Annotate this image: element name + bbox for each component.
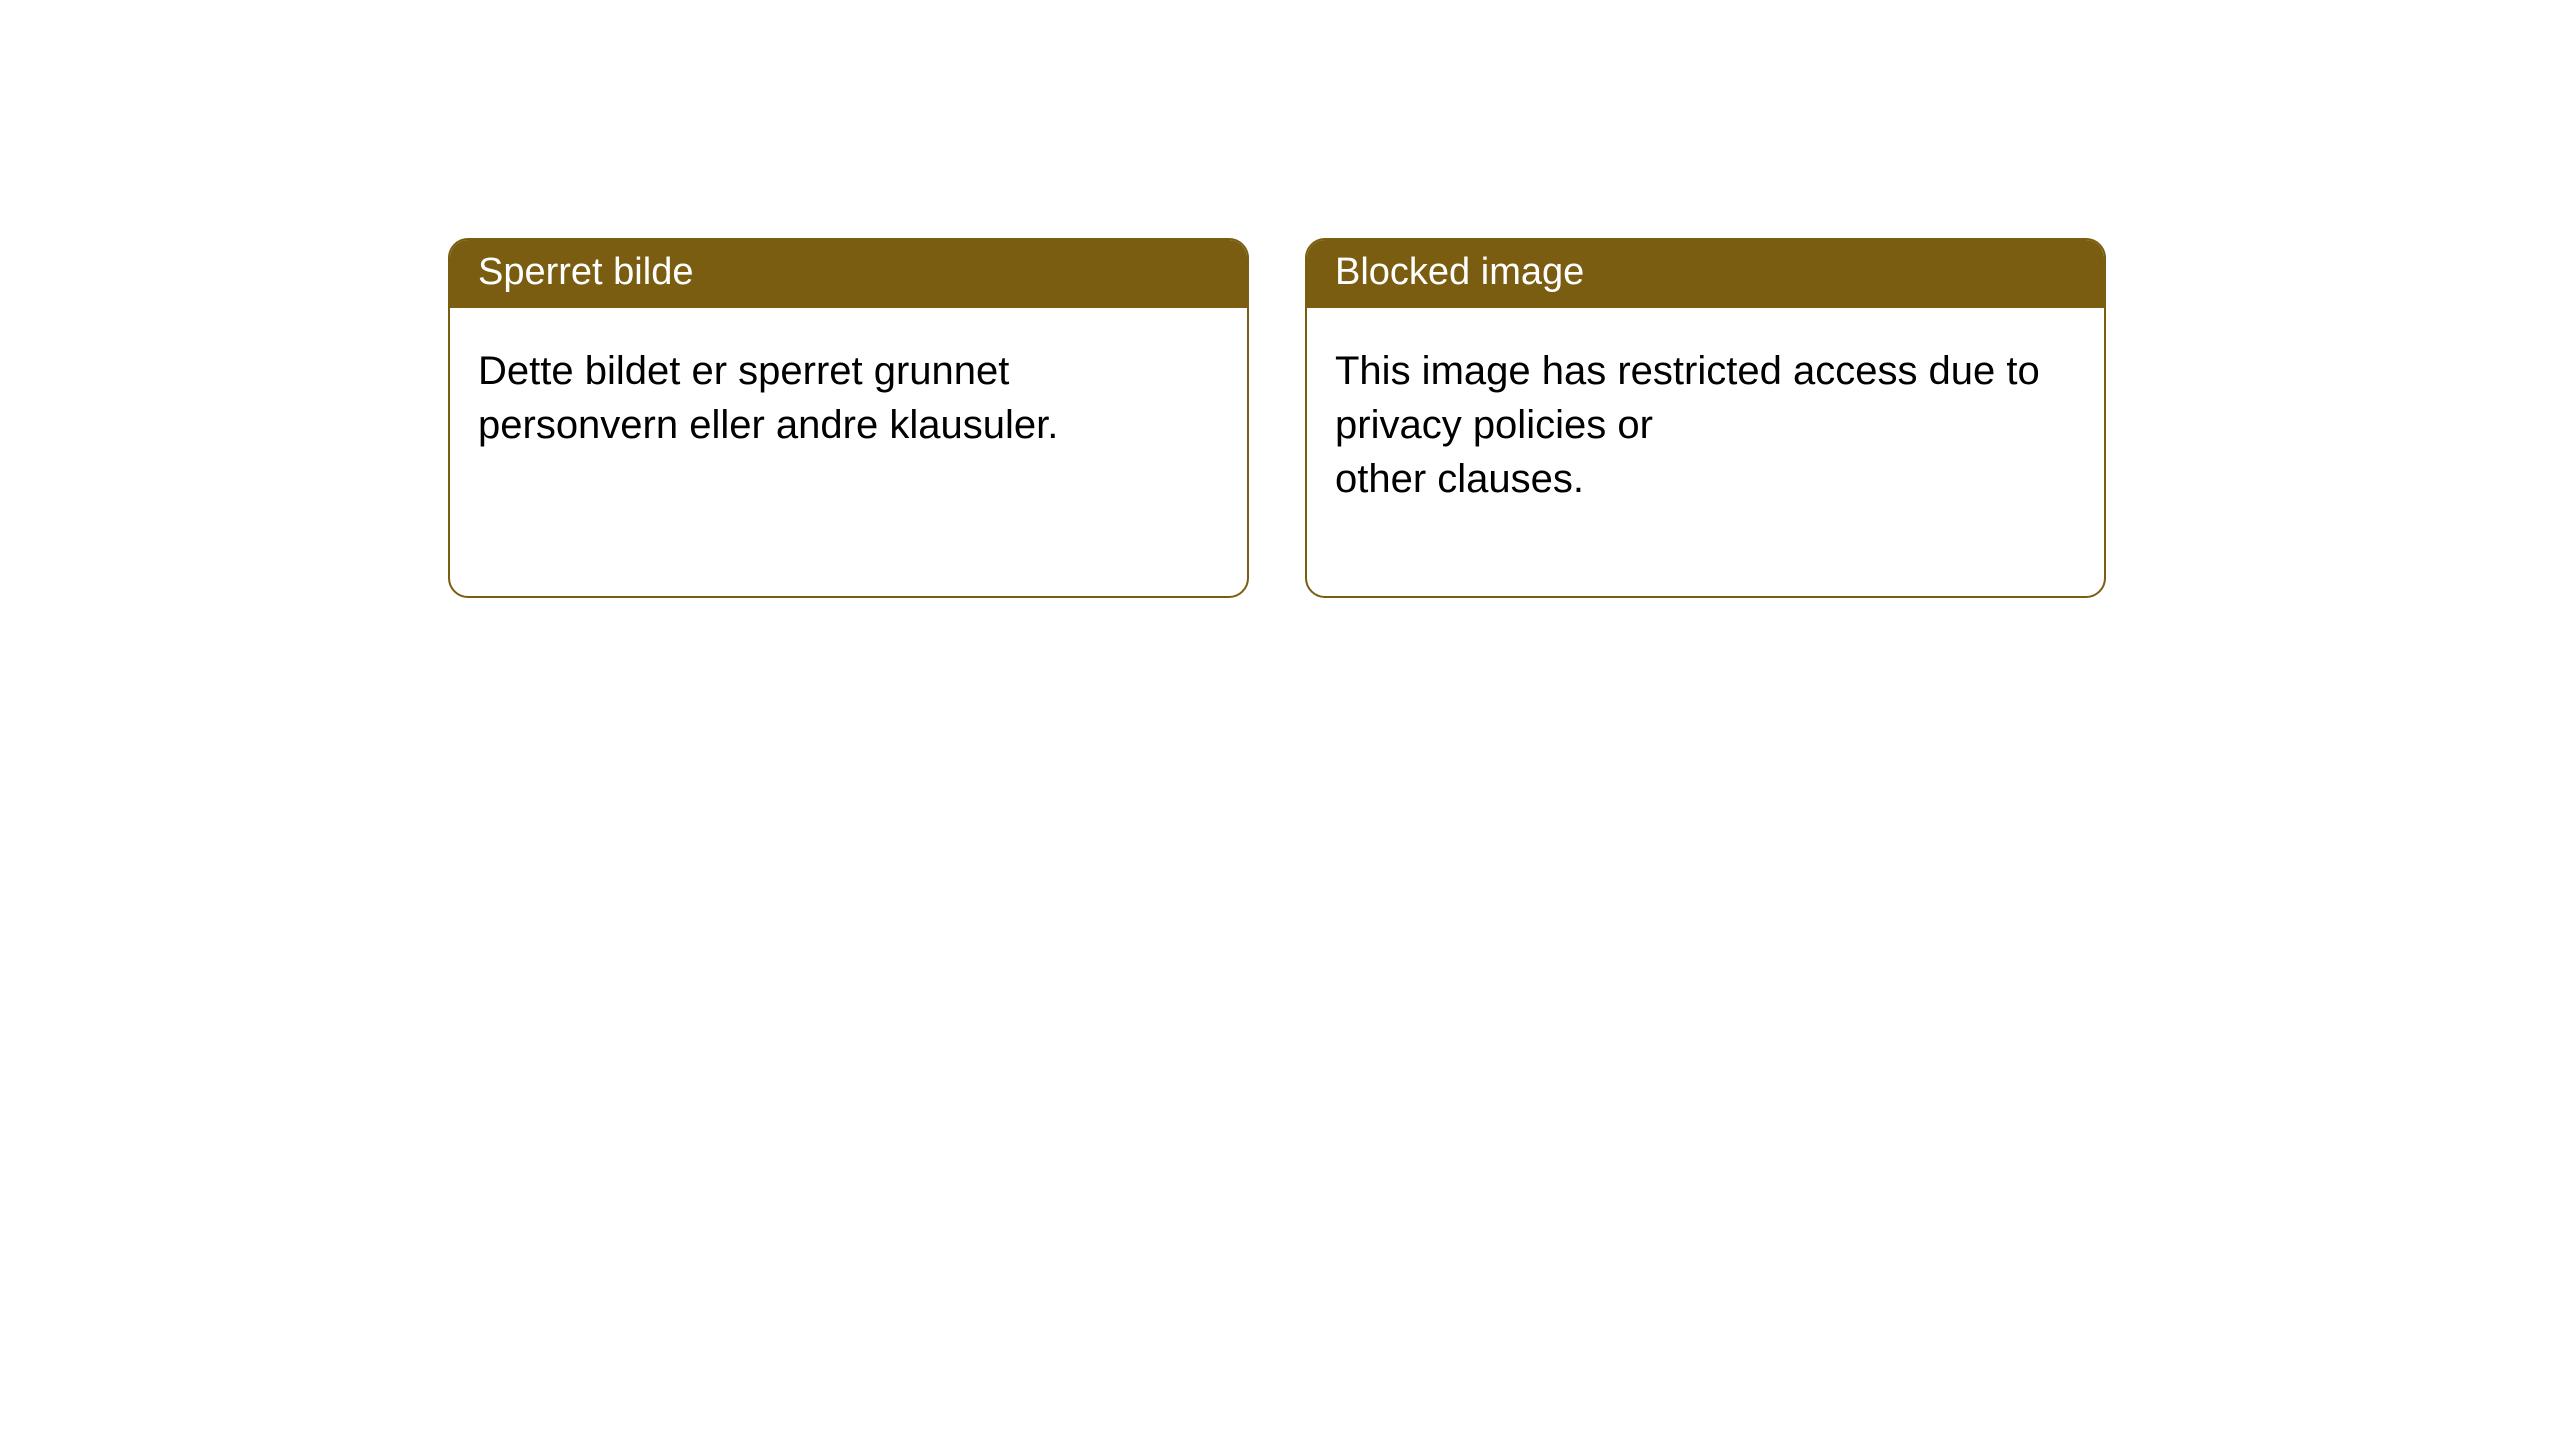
notice-header-norwegian: Sperret bilde <box>450 240 1247 308</box>
notice-body-norwegian: Dette bildet er sperret grunnet personve… <box>450 308 1247 542</box>
notices-container: Sperret bilde Dette bildet er sperret gr… <box>0 0 2560 598</box>
notice-header-english: Blocked image <box>1307 240 2104 308</box>
notice-box-english: Blocked image This image has restricted … <box>1305 238 2106 598</box>
notice-box-norwegian: Sperret bilde Dette bildet er sperret gr… <box>448 238 1249 598</box>
notice-body-english: This image has restricted access due to … <box>1307 308 2104 596</box>
